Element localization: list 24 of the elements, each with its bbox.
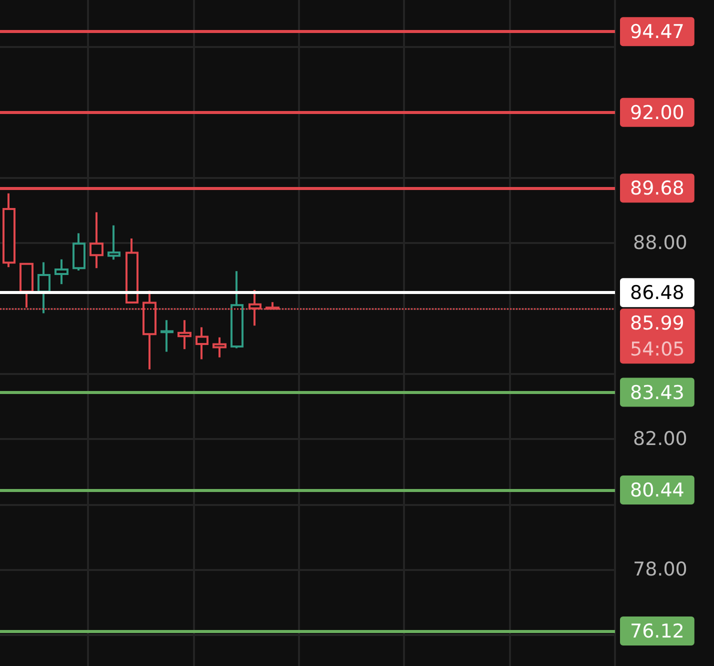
candlestick bbox=[212, 336, 226, 358]
ref-line-label: 89.68 bbox=[630, 178, 684, 200]
candlestick bbox=[72, 232, 86, 272]
y-tick-label: 82.00 bbox=[633, 428, 688, 450]
candlestick bbox=[54, 258, 68, 286]
candlestick bbox=[160, 319, 174, 353]
candlestick bbox=[108, 224, 120, 261]
candlestick bbox=[126, 237, 138, 304]
ref-line-label: 86.48 bbox=[630, 282, 684, 304]
ref-line-label: 92.00 bbox=[630, 102, 684, 124]
candlestick bbox=[90, 211, 104, 270]
y-tick-label: 88.00 bbox=[633, 232, 688, 254]
candlestick bbox=[196, 326, 208, 360]
candlestick bbox=[230, 270, 244, 350]
ref-line-label: 83.43 bbox=[630, 382, 684, 404]
candlestick bbox=[38, 261, 50, 314]
ref-line-label: 94.47 bbox=[630, 21, 684, 44]
ref-line-label: 80.44 bbox=[630, 479, 684, 502]
ref-line-label: 85.99 bbox=[630, 312, 684, 335]
candlestick bbox=[178, 319, 192, 350]
candlestick bbox=[2, 192, 16, 268]
y-tick-label: 78.00 bbox=[633, 558, 688, 581]
ref-line-label: 76.12 bbox=[630, 620, 684, 643]
text: 54:05 bbox=[630, 338, 685, 361]
